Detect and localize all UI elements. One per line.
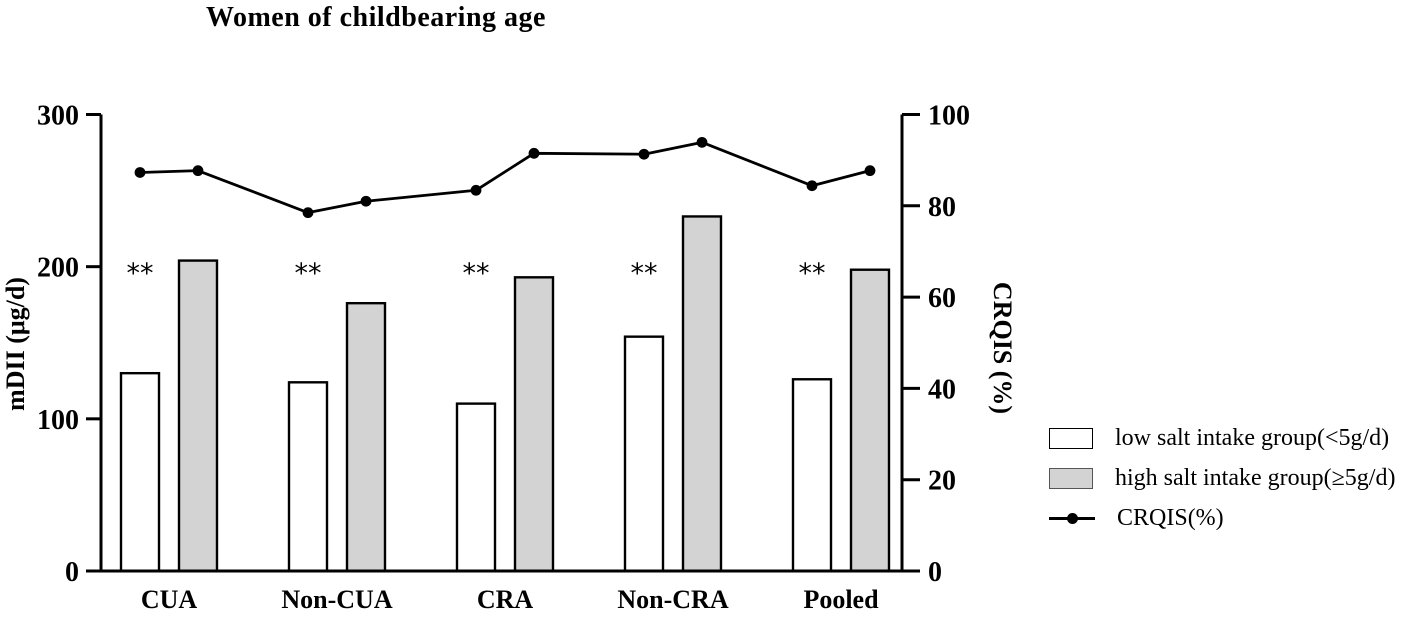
bar-low-CUA (119, 371, 161, 573)
bar-high-Pooled (849, 268, 891, 573)
x-category-label-Non-CRA: Non-CRA (617, 585, 728, 614)
right-tick-label-0: 0 (928, 557, 942, 588)
x-category-label-CRA: CRA (477, 585, 534, 614)
significance-marker-Pooled: ** (799, 258, 826, 289)
bar-high-Non-CUA (345, 301, 387, 573)
left-tick-label-300: 300 (37, 101, 79, 132)
right-tick-label-60: 60 (928, 283, 956, 314)
x-category-label-Pooled: Pooled (803, 585, 879, 614)
crqis-point-1 (192, 165, 204, 177)
bar-high-CRA (513, 276, 555, 573)
bar-low-Pooled (791, 378, 833, 573)
bar-high-CUA (177, 259, 219, 573)
right-tick-label-40: 40 (928, 374, 956, 405)
right-tick-label-80: 80 (928, 192, 956, 223)
right-tick-label-100: 100 (928, 101, 970, 132)
legend: low salt intake group(<5g/d) high salt i… (1049, 424, 1396, 546)
crqis-point-4 (470, 184, 482, 196)
bar-low-Non-CUA (287, 381, 329, 573)
legend-dot-icon (1067, 513, 1078, 524)
legend-label-high-salt: high salt intake group(≥5g/d) (1115, 464, 1396, 491)
bar-low-CRA (455, 402, 497, 573)
significance-marker-CUA: ** (127, 258, 154, 289)
legend-item-low-salt: low salt intake group(<5g/d) (1049, 424, 1395, 451)
bar-high-Non-CRA (681, 215, 723, 573)
legend-swatch-crqis-line (1049, 506, 1095, 530)
significance-marker-Non-CRA: ** (631, 258, 658, 289)
left-tick-label-100: 100 (37, 405, 79, 436)
legend-item-crqis: CRQIS(%) (1049, 504, 1395, 531)
crqis-point-6 (638, 148, 650, 160)
crqis-point-3 (360, 195, 372, 207)
crqis-point-2 (302, 207, 314, 219)
legend-swatch-high-salt (1049, 467, 1093, 489)
crqis-line (139, 140, 871, 215)
legend-swatch-low-salt (1049, 427, 1093, 449)
right-tick-label-20: 20 (928, 466, 956, 497)
legend-label-crqis: CRQIS(%) (1117, 504, 1224, 531)
crqis-point-5 (528, 147, 540, 159)
left-tick-label-200: 200 (37, 253, 79, 284)
crqis-point-0 (134, 167, 146, 178)
crqis-point-7 (696, 136, 708, 148)
left-tick-label-0: 0 (65, 557, 79, 588)
x-category-label-CUA: CUA (141, 585, 198, 614)
significance-marker-Non-CUA: ** (295, 258, 322, 289)
legend-item-high-salt: high salt intake group(≥5g/d) (1049, 464, 1396, 491)
legend-label-low-salt: low salt intake group(<5g/d) (1115, 424, 1390, 451)
x-category-label-Non-CUA: Non-CUA (281, 585, 392, 614)
bar-low-Non-CRA (623, 335, 665, 573)
chart-title: Women of childbearing age (206, 2, 546, 33)
crqis-point-8 (806, 180, 818, 192)
crqis-point-9 (864, 165, 876, 177)
significance-marker-CRA: ** (463, 258, 490, 289)
